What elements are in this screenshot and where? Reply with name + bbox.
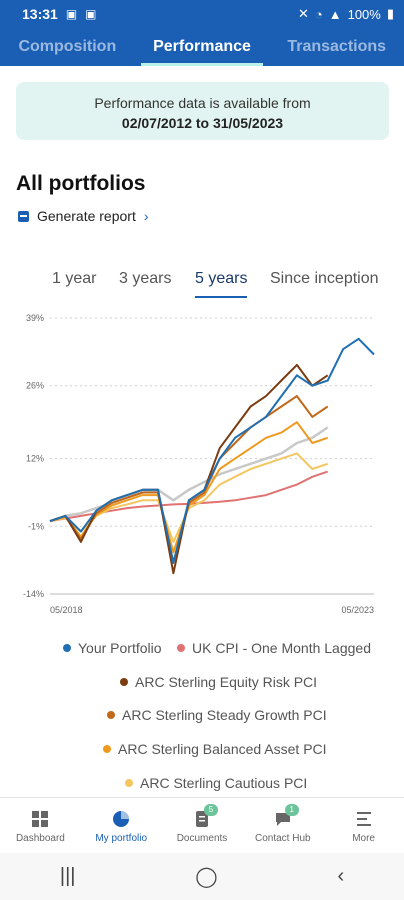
- nav-label: My portfolio: [95, 833, 148, 844]
- info-date-range: 02/07/2012 to 31/05/2023: [121, 115, 284, 131]
- calendar-icon: ▣: [85, 7, 97, 21]
- status-bar: 13:31 ▣ ▣ ✕ ◔ ▲ 100% ▮: [0, 0, 404, 28]
- series-line-2: [49, 363, 329, 575]
- nav-my-portfolio[interactable]: My portfolio: [81, 798, 162, 853]
- bottom-navigation: Dashboard My portfolio 5 Documents 1 Con…: [0, 797, 404, 853]
- series-line-5: [49, 452, 329, 543]
- back-button[interactable]: ‹: [337, 865, 345, 887]
- chat-icon: 1: [274, 804, 299, 828]
- series-line-6: [49, 426, 329, 523]
- info-text: Performance data is available from: [94, 95, 311, 111]
- legend-dot: [63, 644, 71, 652]
- home-button[interactable]: ◯: [195, 866, 218, 888]
- legend-label: ARC Sterling Equity Risk PCI: [135, 674, 318, 690]
- tab-transactions[interactable]: Transactions: [287, 38, 387, 55]
- y-tick-label: 12%: [26, 454, 44, 464]
- tab-composition[interactable]: Composition: [18, 38, 117, 55]
- nav-label: More: [352, 833, 375, 844]
- series-line-3: [49, 395, 329, 564]
- legend-item: UK CPI - One Month Lagged: [177, 640, 371, 656]
- chevron-right-icon: ›: [143, 208, 149, 224]
- system-navigation: ||| ◯ ‹: [0, 853, 404, 900]
- legend-item: ARC Sterling Balanced Asset PCI: [103, 741, 327, 757]
- period-1-year[interactable]: 1 year: [52, 270, 97, 287]
- documents-badge: 5: [203, 804, 218, 816]
- legend-dot: [107, 711, 115, 719]
- x-tick-label: 05/2023: [341, 605, 374, 615]
- y-tick-label: 39%: [26, 313, 44, 323]
- battery-label: 100%: [347, 6, 381, 22]
- performance-chart: 39% 26% 12% -1% -14% 05/2018 05/2023: [23, 313, 375, 615]
- mute-icon: ✕: [297, 6, 309, 21]
- info-banner: Performance data is available from 02/07…: [16, 82, 389, 140]
- period-selector: 1 year 3 years 5 years Since inception: [0, 270, 404, 300]
- tab-bar: Composition Performance Transactions: [0, 28, 404, 66]
- legend-item: ARC Sterling Equity Risk PCI: [120, 674, 317, 690]
- legend-label: UK CPI - One Month Lagged: [192, 640, 371, 656]
- legend-item: Your Portfolio: [63, 640, 162, 656]
- generate-report-link[interactable]: Generate report ›: [18, 208, 149, 224]
- period-3-years[interactable]: 3 years: [119, 270, 172, 287]
- x-tick-label: 05/2018: [50, 605, 83, 615]
- legend-dot: [125, 779, 133, 787]
- generate-report-label: Generate report: [37, 208, 136, 224]
- series-line-0: [49, 337, 375, 564]
- legend-dot: [177, 644, 185, 652]
- legend-label: ARC Sterling Steady Growth PCI: [122, 707, 327, 723]
- recent-apps-button[interactable]: |||: [59, 865, 76, 887]
- legend-dot: [103, 745, 111, 753]
- nav-label: Contact Hub: [254, 833, 311, 844]
- legend-label: ARC Sterling Balanced Asset PCI: [118, 741, 327, 757]
- nav-dashboard[interactable]: Dashboard: [0, 798, 81, 853]
- dashboard-icon: [32, 811, 49, 827]
- contact-hub-badge: 1: [284, 804, 299, 816]
- period-since-inception[interactable]: Since inception: [270, 270, 379, 287]
- pie-chart-icon: [113, 811, 130, 827]
- legend-item: ARC Sterling Steady Growth PCI: [107, 707, 327, 723]
- notification-icon: ▣: [65, 7, 78, 21]
- nav-contact-hub[interactable]: 1 Contact Hub: [242, 798, 323, 853]
- period-5-years[interactable]: 5 years: [195, 270, 248, 298]
- legend-item: ARC Sterling Cautious PCI: [125, 775, 307, 791]
- menu-icon: [356, 812, 371, 826]
- wifi-icon: ◔: [314, 6, 323, 22]
- nav-more[interactable]: More: [323, 798, 404, 853]
- nav-label: Dashboard: [15, 833, 65, 844]
- series-line-1: [49, 470, 329, 523]
- page-title: All portfolios: [16, 172, 146, 195]
- legend-dot: [120, 678, 128, 686]
- y-tick-label: -14%: [23, 589, 44, 599]
- y-tick-label: -1%: [28, 521, 44, 531]
- battery-icon: ▮: [386, 6, 394, 21]
- status-time: 13:31: [22, 6, 58, 22]
- documents-icon: 5: [193, 804, 218, 828]
- legend-label: ARC Sterling Cautious PCI: [140, 775, 308, 791]
- tab-performance[interactable]: Performance: [135, 28, 270, 66]
- signal-icon: ▲: [328, 6, 342, 22]
- nav-documents[interactable]: 5 Documents: [162, 798, 243, 853]
- legend-label: Your Portfolio: [78, 640, 162, 656]
- report-icon: [18, 210, 29, 222]
- y-tick-label: 26%: [26, 381, 44, 391]
- nav-label: Documents: [176, 833, 228, 844]
